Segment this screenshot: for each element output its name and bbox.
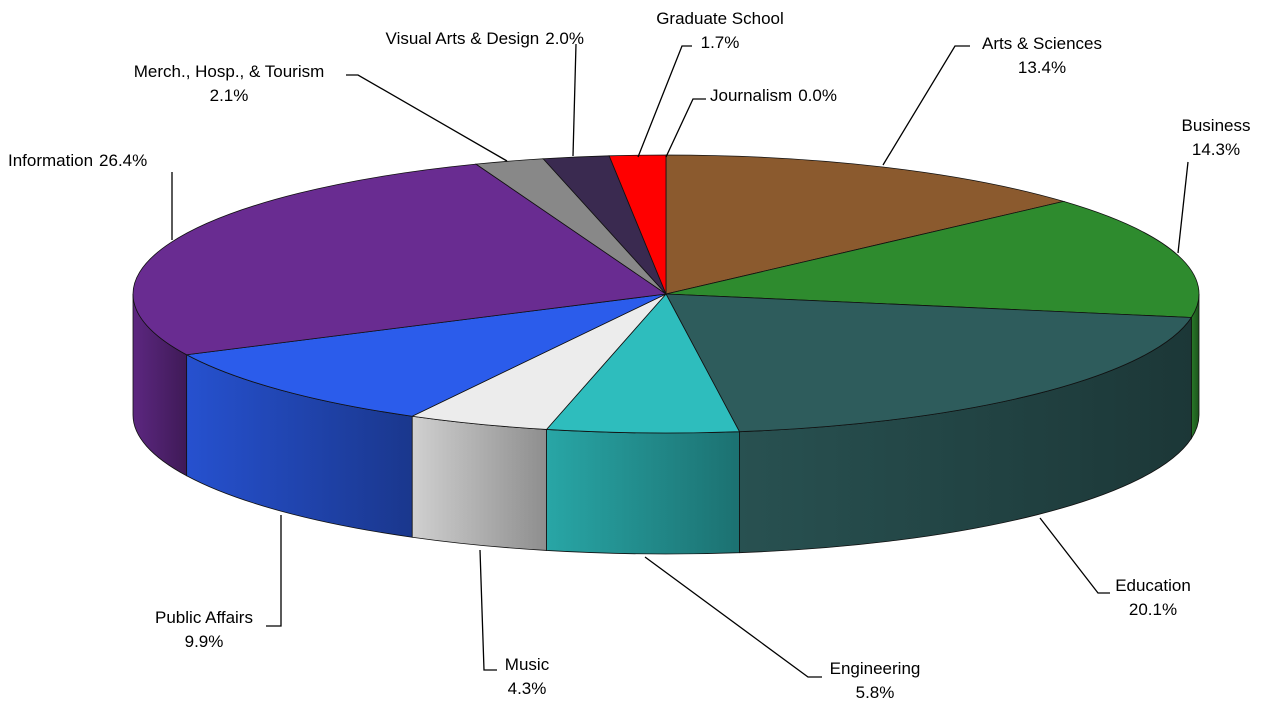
slice	[665, 293, 1193, 433]
label-value: 26.4%	[99, 151, 147, 170]
leader-line	[572, 43, 577, 157]
label-name: Visual Arts & Design	[386, 29, 540, 48]
data-label: Arts & Sciences 13.4%	[982, 34, 1102, 77]
data-label: Music 4.3%	[505, 655, 550, 698]
label-name: Public Affairs	[155, 608, 253, 627]
data-label: Journalism 0.0%	[710, 86, 837, 105]
leader-line	[1039, 517, 1110, 594]
data-label: Education 20.1%	[1115, 576, 1191, 619]
label-value: 1.7%	[701, 33, 740, 52]
data-label: Merch., Hosp., & Tourism 2.1%	[134, 62, 325, 105]
label-value: 20.1%	[1129, 600, 1177, 619]
slice-side	[546, 429, 740, 555]
label-name: Music	[505, 655, 550, 674]
label-name: Education	[1115, 576, 1191, 595]
data-label: Visual Arts & Design 2.0%	[386, 29, 584, 48]
label-name: Business	[1182, 116, 1251, 135]
slice	[608, 154, 667, 295]
label-value: 5.8%	[856, 683, 895, 702]
label-name: Information	[8, 151, 93, 170]
label-name: Arts & Sciences	[982, 34, 1102, 53]
slice	[185, 293, 667, 417]
slice	[545, 293, 741, 434]
label-value: 9.9%	[185, 632, 224, 651]
label-name: Merch., Hosp., & Tourism	[134, 62, 325, 81]
leader-line	[644, 556, 822, 678]
leader-line	[637, 45, 692, 158]
leader-line	[665, 98, 706, 158]
label-value: 2.0%	[545, 29, 584, 48]
label-name: Engineering	[830, 659, 921, 678]
data-label: Public Affairs 9.9%	[155, 608, 253, 651]
pie-sides	[132, 293, 1200, 555]
data-label: Graduate School 1.7%	[656, 9, 784, 52]
label-name: Journalism	[710, 86, 792, 105]
label-value: 14.3%	[1192, 140, 1240, 159]
data-label: Engineering 5.8%	[830, 659, 921, 702]
label-value: 13.4%	[1018, 58, 1066, 77]
leader-line	[882, 45, 970, 166]
label-value: 0.0%	[798, 86, 837, 105]
leader-line	[479, 549, 497, 671]
slice	[665, 201, 1200, 318]
data-label: Information 26.4%	[8, 151, 147, 170]
pie-tops	[132, 154, 1200, 434]
leader-line	[266, 515, 282, 627]
leader-line	[346, 74, 508, 162]
slice	[132, 163, 668, 356]
slice-side	[411, 415, 547, 551]
label-value: 2.1%	[210, 86, 249, 105]
label-name: Graduate School	[656, 9, 784, 28]
slice	[665, 154, 1066, 295]
data-label: Business 14.3%	[1182, 116, 1251, 159]
leader-line	[1177, 161, 1189, 254]
pie-labels: Journalism 0.0% Arts & Sciences 13.4% Busine…	[8, 9, 1250, 702]
label-value: 4.3%	[508, 679, 547, 698]
